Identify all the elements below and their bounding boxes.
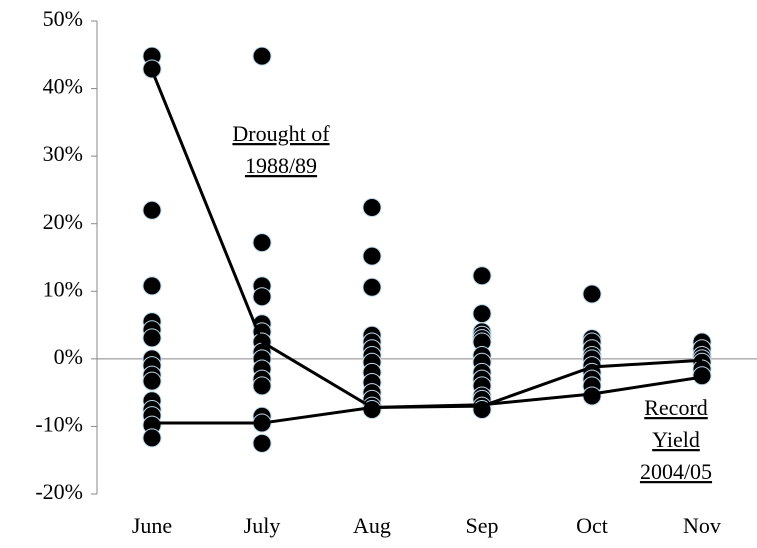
dot	[252, 376, 272, 396]
dot	[252, 233, 272, 253]
trend-line	[152, 375, 703, 425]
x-tick-label: July	[244, 513, 281, 538]
dot	[692, 366, 712, 386]
dot	[142, 328, 162, 348]
x-tick-label: Aug	[353, 513, 391, 538]
y-tick-label: -20%	[35, 479, 83, 504]
dot	[252, 433, 272, 453]
annotation: Drought of	[232, 121, 330, 146]
x-tick-label: June	[132, 513, 172, 538]
dot	[582, 284, 602, 304]
y-tick-label: 20%	[43, 209, 83, 234]
dot	[362, 246, 382, 266]
y-tick-label: 10%	[43, 276, 83, 301]
dot	[472, 304, 492, 324]
y-tick-label: -10%	[35, 411, 83, 436]
y-tick-label: 30%	[43, 141, 83, 166]
dot	[142, 59, 162, 79]
annotation: Yield	[652, 427, 700, 452]
dot	[142, 371, 162, 391]
dot	[362, 277, 382, 297]
dot	[252, 287, 272, 307]
dot	[142, 428, 162, 448]
x-tick-label: Oct	[576, 513, 608, 538]
x-tick-label: Nov	[683, 513, 721, 538]
annotation: 1988/89	[245, 153, 317, 178]
annotation: 2004/05	[640, 459, 712, 484]
dot	[142, 276, 162, 296]
dot	[472, 266, 492, 286]
dot	[142, 200, 162, 220]
dot	[362, 197, 382, 217]
y-tick-label: 50%	[43, 6, 83, 31]
y-tick-label: 0%	[54, 344, 83, 369]
y-tick-label: 40%	[43, 74, 83, 99]
annotation: Record	[644, 395, 708, 420]
dot	[252, 46, 272, 66]
x-tick-label: Sep	[466, 513, 499, 538]
